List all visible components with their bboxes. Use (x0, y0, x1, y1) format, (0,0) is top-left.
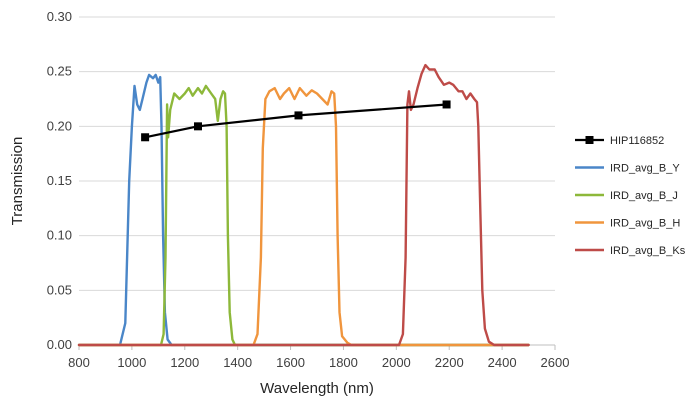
series-layer (77, 63, 530, 347)
y-tick-label: 0.20 (47, 118, 72, 133)
y-tick-label: 0.30 (47, 9, 72, 24)
data-point (294, 111, 303, 120)
legend-marker (585, 136, 594, 144)
x-tick-label: 2400 (488, 355, 517, 370)
legend-label: HIP116852 (610, 135, 664, 147)
y-tick-label: 0.10 (47, 228, 72, 243)
y-axis-label: Transmission (9, 137, 26, 226)
x-tick-label: 1800 (329, 355, 358, 370)
x-axis-label: Wavelength (nm) (260, 380, 374, 397)
y-tick-label: 0.25 (47, 64, 72, 79)
data-point (442, 100, 451, 109)
y-tick-label: 0.00 (47, 337, 72, 352)
x-tick-label: 1400 (223, 355, 252, 370)
x-tick-label: 800 (68, 355, 90, 370)
y-tick-label: 0.15 (47, 173, 72, 188)
y-tick-label: 0.05 (47, 282, 72, 297)
series-line-IRD_avg_B_Ks (77, 63, 530, 347)
legend-label: IRD_avg_B_J (610, 190, 678, 202)
series-line-IRD_avg_B_J (77, 84, 530, 347)
x-tick-label: 2200 (435, 355, 464, 370)
x-tick-label: 2600 (541, 355, 570, 370)
legend-label: IRD_avg_B_Ks (610, 245, 686, 257)
legend-label: IRD_avg_B_H (610, 218, 680, 230)
series-line-HIP116852 (144, 103, 448, 139)
legend: HIP116852 IRD_avg_B_Y IRD_avg_B_J IRD_avg_B… (575, 135, 686, 257)
gridlines (78, 16, 556, 350)
x-tick-label: 1000 (117, 355, 146, 370)
x-tick-label: 1200 (170, 355, 199, 370)
x-tick-label: 2000 (382, 355, 411, 370)
legend-label: IRD_avg_B_Y (610, 163, 680, 175)
series-line-IRD_avg_B_H (77, 86, 530, 347)
data-point (194, 122, 202, 131)
tick-labels: 0.00 0.05 0.10 0.15 0.20 0.25 0.30 800 1000 1200 1… (47, 9, 570, 370)
x-tick-label: 1600 (276, 355, 305, 370)
data-point (141, 133, 150, 142)
